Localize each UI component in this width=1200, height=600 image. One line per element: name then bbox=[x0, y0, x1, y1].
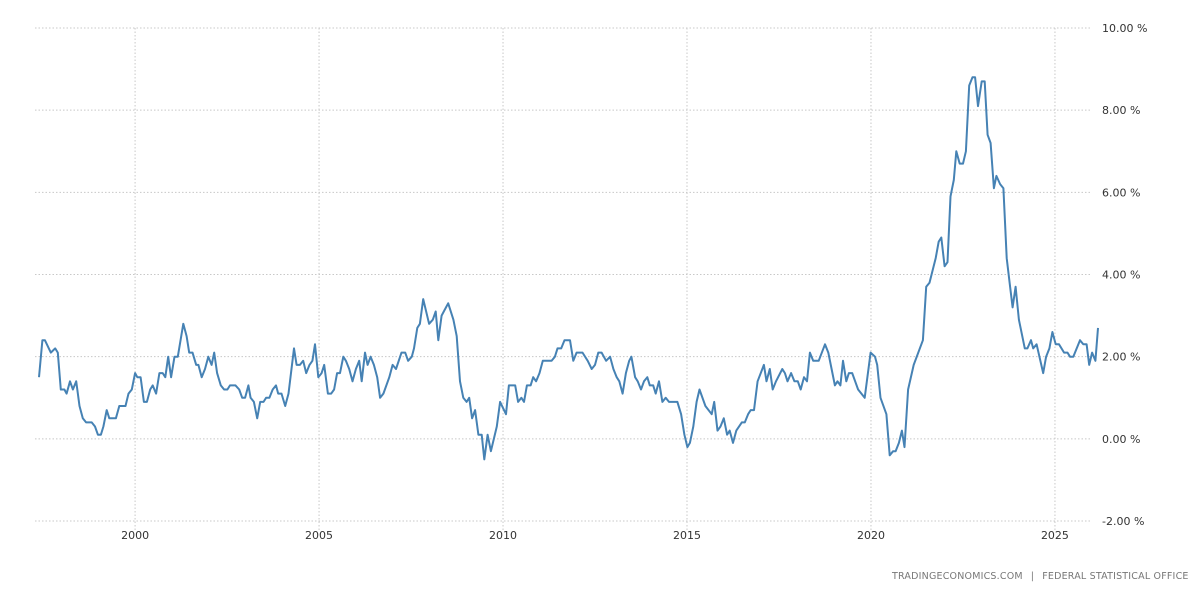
x-tick-label: 2010 bbox=[489, 529, 517, 542]
source-attribution: TRADINGECONOMICS.COM | FEDERAL STATISTICAL… bbox=[888, 571, 1193, 582]
x-tick-label: 2005 bbox=[305, 529, 333, 542]
x-tick-label: 2025 bbox=[1041, 529, 1069, 542]
y-tick-label: 0.00 % bbox=[1102, 433, 1140, 446]
y-tick-label: 2.00 % bbox=[1102, 351, 1140, 364]
y-tick-label: 6.00 % bbox=[1102, 186, 1140, 199]
x-axis: 2000 2005 2010 2015 2020 2025 bbox=[121, 529, 1069, 542]
series-line bbox=[38, 76, 1099, 461]
y-axis: -2.00 % 0.00 % 2.00 % 4.00 % 6.00 % 8.00 % 10.… bbox=[1102, 22, 1147, 528]
y-tick-label: 4.00 % bbox=[1102, 269, 1140, 282]
y-tick-label: 8.00 % bbox=[1102, 104, 1140, 117]
y-tick-label: -2.00 % bbox=[1102, 515, 1144, 528]
grid bbox=[35, 27, 1090, 531]
x-tick-label: 2000 bbox=[121, 529, 149, 542]
y-tick-label: 10.00 % bbox=[1102, 22, 1147, 35]
source-site: TRADINGECONOMICS.COM bbox=[892, 571, 1023, 582]
x-tick-label: 2015 bbox=[673, 529, 701, 542]
x-tick-label: 2020 bbox=[857, 529, 885, 542]
source-provider: FEDERAL STATISTICAL OFFICE bbox=[1042, 571, 1189, 582]
source-separator: | bbox=[1030, 571, 1035, 582]
